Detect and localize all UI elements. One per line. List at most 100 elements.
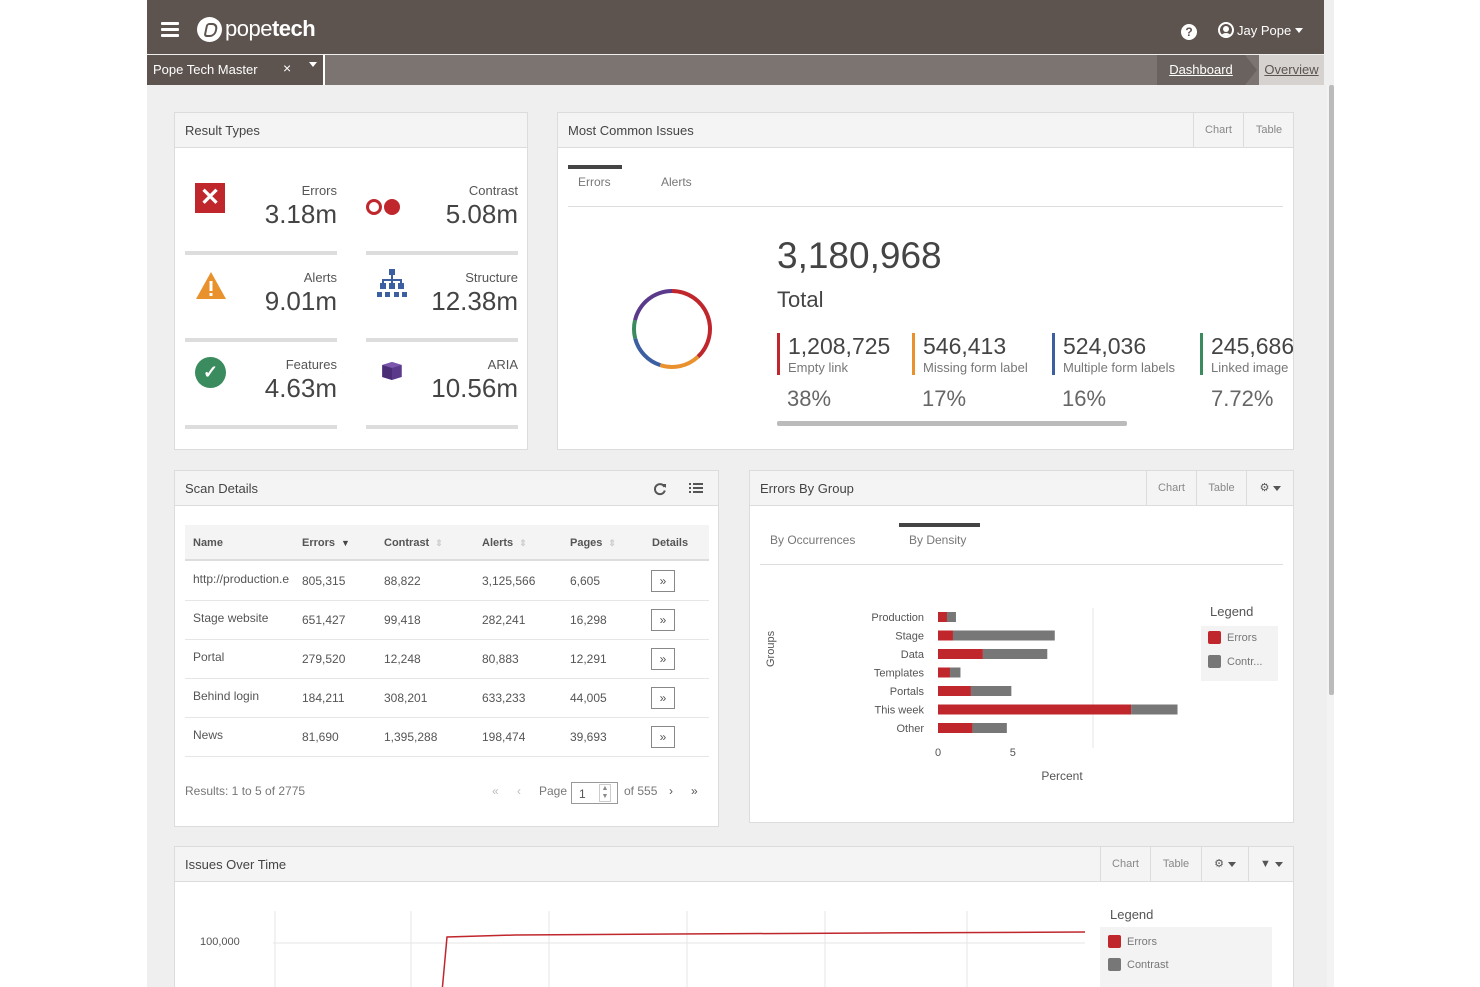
caret-down-icon: [1274, 862, 1283, 867]
donut-slice[interactable]: [672, 289, 712, 359]
cell-errors: 805,315: [302, 574, 346, 588]
horizontal-scrollbar[interactable]: [777, 421, 1127, 426]
first-page-icon[interactable]: «: [492, 784, 499, 798]
user-menu[interactable]: Jay Pope: [1218, 22, 1304, 38]
prev-page-icon[interactable]: ‹: [517, 784, 521, 798]
sitemap-icon: [377, 269, 407, 297]
result-aria[interactable]: ARIA 10.56m: [366, 349, 518, 429]
legend-item-errors[interactable]: Errors: [1208, 631, 1257, 644]
bar-segment[interactable]: [970, 686, 1012, 696]
bar-segment[interactable]: [949, 667, 961, 678]
legend-swatch: [1208, 655, 1221, 668]
issue-multiple-form-labels[interactable]: 524,036 Multiple form labels: [1052, 333, 1175, 375]
popetech-logo[interactable]: popetech: [197, 16, 316, 42]
result-alerts[interactable]: Alerts 9.01m: [185, 262, 337, 342]
bar-segment[interactable]: [938, 612, 947, 622]
caret-down-icon[interactable]: [309, 62, 317, 67]
bar-segment[interactable]: [938, 723, 973, 733]
tab-by-density[interactable]: By Density: [909, 533, 967, 547]
breadcrumb-dashboard[interactable]: Dashboard: [1157, 55, 1245, 85]
y-tick-label: 100,000: [200, 936, 240, 948]
chart-view-button[interactable]: Chart: [1100, 847, 1150, 881]
issue-label: Missing form label: [923, 360, 1028, 375]
details-button[interactable]: »: [651, 609, 675, 631]
clear-selection-icon[interactable]: ×: [283, 60, 292, 76]
result-structure[interactable]: Structure 12.38m: [366, 262, 518, 342]
cell-pages: 16,298: [570, 613, 607, 627]
panel-header: Result Types: [175, 113, 527, 148]
column-header-alerts[interactable]: Alerts ⇕: [482, 537, 527, 549]
bar-segment[interactable]: [972, 723, 1007, 733]
result-errors[interactable]: ✕ Errors 3.18m: [185, 175, 337, 255]
table-view-button[interactable]: Table: [1150, 847, 1201, 881]
table-row[interactable]: Portal 279,520 12,248 80,883 12,291 »: [185, 640, 709, 679]
tab-by-occurrences[interactable]: By Occurrences: [770, 533, 856, 547]
table-row[interactable]: Behind login 184,211 308,201 633,233 44,…: [185, 679, 709, 718]
page-scrollbar-thumb[interactable]: [1329, 85, 1334, 695]
y-axis-label: Groups: [765, 630, 777, 667]
issue-linked-image[interactable]: 245,686 Linked image: [1200, 333, 1293, 375]
details-button[interactable]: »: [651, 687, 675, 709]
settings-dropdown[interactable]: ⚙: [1201, 847, 1248, 881]
filter-dropdown[interactable]: ▼: [1248, 847, 1294, 881]
bar-segment[interactable]: [938, 667, 950, 678]
chart-view-button[interactable]: Chart: [1146, 471, 1196, 505]
group-tabs: By Occurrences By Density: [760, 507, 1283, 565]
breadcrumb-overview[interactable]: Overview: [1259, 55, 1324, 85]
column-header-pages[interactable]: Pages ⇕: [570, 537, 616, 549]
bar-segment[interactable]: [938, 649, 983, 659]
bar-segment[interactable]: [938, 686, 971, 696]
bar-segment[interactable]: [938, 704, 1132, 715]
question-circle-icon[interactable]: ?: [1181, 24, 1197, 40]
details-button[interactable]: »: [651, 648, 675, 670]
legend-item-contrast[interactable]: Contr...: [1208, 655, 1262, 668]
donut-slice[interactable]: [659, 355, 700, 369]
column-header-contrast[interactable]: Contrast ⇕: [384, 537, 443, 549]
legend-item-errors[interactable]: Errors: [1108, 935, 1157, 948]
details-button[interactable]: »: [651, 570, 675, 592]
spinner-icon[interactable]: ▲ ▼: [599, 784, 611, 802]
table-row[interactable]: http://production.e 805,315 88,822 3,125…: [185, 562, 709, 601]
legend-item-contrast[interactable]: Contrast: [1108, 958, 1169, 971]
issue-empty-link[interactable]: 1,208,725 Empty link: [777, 333, 890, 375]
last-page-icon[interactable]: »: [691, 784, 698, 798]
result-features[interactable]: ✓ Features 4.63m: [185, 349, 337, 429]
result-contrast[interactable]: Contrast 5.08m: [366, 175, 518, 255]
error-x-icon: ✕: [195, 183, 225, 213]
column-header-name[interactable]: Name: [193, 537, 223, 549]
page-number-input[interactable]: 1 ▲ ▼: [571, 782, 618, 804]
refresh-icon[interactable]: [653, 482, 667, 496]
next-page-icon[interactable]: ›: [669, 784, 673, 798]
donut-slice[interactable]: [633, 337, 661, 368]
bar-segment[interactable]: [1131, 704, 1178, 715]
column-header-errors[interactable]: Errors ▼: [302, 537, 350, 549]
tab-alerts[interactable]: Alerts: [661, 175, 692, 189]
issue-count: 1,208,725: [788, 333, 891, 359]
hamburger-icon[interactable]: [161, 22, 179, 37]
bar-segment[interactable]: [946, 612, 956, 622]
issue-missing-form-label[interactable]: 546,413 Missing form label: [912, 333, 1028, 375]
table-row[interactable]: Stage website 651,427 99,418 282,241 16,…: [185, 601, 709, 640]
bar-segment[interactable]: [982, 649, 1048, 659]
table-row[interactable]: News 81,690 1,395,288 198,474 39,693 »: [185, 718, 709, 757]
table-view-button[interactable]: Table: [1196, 471, 1246, 505]
bar-segment[interactable]: [938, 630, 953, 641]
chart-view-button[interactable]: Chart: [1193, 113, 1243, 147]
tab-errors[interactable]: Errors: [578, 175, 611, 189]
logo-mark-icon: [197, 16, 222, 42]
bar-category-label: Stage: [895, 631, 924, 643]
result-label: Contrast: [468, 183, 518, 198]
cell-alerts: 80,883: [482, 652, 519, 666]
bar-segment[interactable]: [952, 630, 1055, 641]
cell-contrast: 1,395,288: [384, 730, 438, 744]
site-selector[interactable]: Pope Tech Master ×: [147, 55, 325, 85]
donut-slice[interactable]: [632, 319, 638, 339]
table-view-button[interactable]: Table: [1243, 113, 1293, 147]
total-count: 3,180,968: [777, 235, 942, 276]
list-icon[interactable]: [689, 482, 703, 495]
result-value: 5.08m: [445, 199, 518, 229]
details-button[interactable]: »: [651, 726, 675, 748]
settings-dropdown[interactable]: ⚙: [1246, 471, 1294, 505]
legend-swatch: [1108, 958, 1121, 971]
donut-slice[interactable]: [633, 289, 672, 321]
